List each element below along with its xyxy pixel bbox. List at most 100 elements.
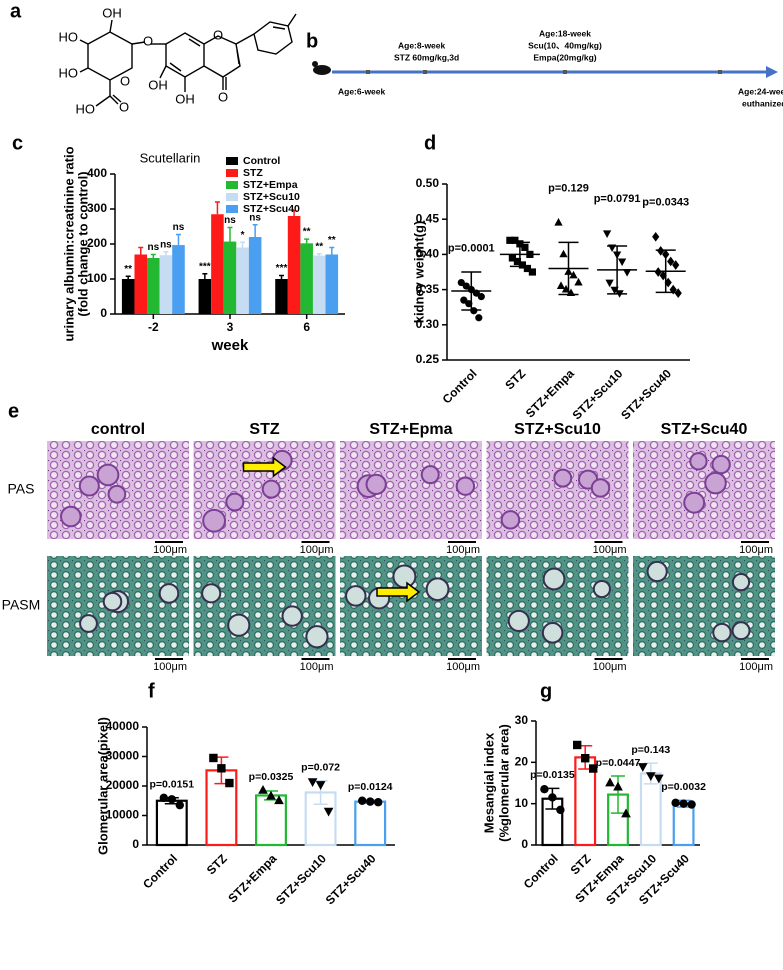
point	[559, 249, 568, 258]
timeline-detail: Scu(10、40mg/kg)	[528, 40, 602, 50]
point	[554, 218, 563, 226]
point	[637, 763, 648, 772]
significance-label: ns	[147, 242, 159, 253]
y-tick-label: 20000	[106, 778, 140, 792]
point	[540, 785, 549, 794]
error-bar	[240, 241, 246, 248]
point	[209, 753, 218, 763]
glomerulus	[731, 573, 751, 592]
x-tick-label: STZ+Scu10	[273, 851, 329, 907]
glomerulus	[78, 475, 100, 497]
glomerulus	[392, 564, 417, 589]
scale-bar-label: 100μm	[593, 544, 627, 556]
scale-bar-label: 100μm	[593, 661, 627, 673]
point	[548, 793, 557, 802]
atom-label: O	[119, 99, 129, 114]
point	[622, 269, 632, 277]
glomerulus	[507, 609, 530, 633]
glomerulus	[689, 452, 708, 471]
error-bar	[655, 249, 676, 294]
y-tick-label: 10000	[106, 808, 140, 822]
timeline-tick	[563, 70, 567, 74]
error-bar	[227, 226, 233, 242]
point	[167, 795, 176, 804]
timeline	[312, 61, 778, 78]
panel-label: f	[148, 680, 155, 702]
error-bar	[138, 246, 144, 255]
mouse-icon	[313, 65, 331, 75]
arrow	[242, 456, 287, 478]
glomerulus	[345, 585, 367, 607]
panel-label: e	[8, 400, 19, 422]
point	[366, 797, 375, 806]
legend-label: STZ+Scu10	[243, 191, 300, 203]
y-axis-label: (fold change to control)	[75, 171, 90, 316]
point	[462, 282, 470, 290]
p-value: p=0.129	[548, 183, 589, 195]
panel-label: a	[10, 0, 22, 22]
point	[674, 288, 682, 298]
glomerulus	[79, 614, 98, 633]
glomerulus	[107, 484, 127, 504]
significance-label: **	[124, 264, 132, 275]
y-tick-label: 0	[100, 306, 107, 320]
significance-label: **	[328, 235, 336, 246]
point	[556, 281, 566, 289]
bar	[672, 802, 695, 847]
scale-bar-label: 100μm	[446, 661, 480, 673]
glomerulus	[420, 465, 440, 485]
bar	[172, 245, 185, 314]
y-axis-label: urinary albumin:creatinine ratio	[61, 146, 76, 341]
x-axis-label: week	[211, 337, 249, 354]
x-tick-label: STZ+Scu10	[570, 366, 626, 422]
error-bar	[291, 210, 297, 216]
point	[475, 314, 483, 322]
significance-label: *	[241, 230, 245, 241]
y-tick-label: 0	[521, 837, 528, 851]
point	[217, 764, 226, 773]
error-bar	[252, 224, 258, 237]
glomerulus	[500, 510, 521, 530]
row-label: PASM	[2, 597, 41, 613]
glomerulus	[281, 605, 303, 627]
timeline-detail: STZ 60mg/kg,3d	[394, 52, 459, 62]
p-value: p=0.0135	[530, 769, 575, 781]
panel-label: b	[306, 30, 318, 52]
y-tick-label: 300	[87, 201, 107, 215]
y-tick-label: 0	[132, 837, 139, 851]
x-tick-label: -2	[148, 320, 159, 334]
x-tick-label: STZ	[204, 851, 230, 877]
atom-label: O	[120, 73, 130, 88]
glomerulus	[96, 463, 120, 487]
bar	[354, 800, 387, 847]
p-value: p=0.0124	[348, 781, 393, 793]
bar	[236, 247, 249, 314]
point	[175, 800, 184, 810]
significance-label: ***	[199, 261, 211, 272]
point	[687, 800, 696, 809]
bar	[300, 243, 313, 314]
histology-panel: control STZ STZ+Epma STZ+Scu10 STZ+Scu40 PAS 1…	[2, 421, 775, 673]
chart-title: Scutellarin	[140, 150, 201, 165]
glomerulus	[553, 468, 573, 488]
point	[621, 808, 631, 818]
y-axis-label: (%glomerular area)	[496, 724, 511, 842]
y-axis-label: Glomerular area(pixel)	[95, 717, 110, 855]
error-bar	[316, 253, 322, 256]
point	[602, 230, 612, 238]
p-value: p=0.0791	[594, 193, 641, 205]
y-tick-label: 200	[87, 236, 107, 250]
legend-label: STZ+Scu40	[243, 203, 300, 215]
point	[645, 772, 656, 782]
bar	[159, 255, 173, 314]
error-bar	[125, 275, 131, 279]
p-value: p=0.0325	[249, 771, 294, 783]
bar	[134, 254, 148, 314]
glomerulus	[425, 577, 450, 602]
scale-bar-label: 100μm	[446, 544, 480, 556]
bar	[325, 254, 339, 314]
column-label: STZ	[249, 421, 279, 438]
p-value: p=0.0151	[149, 779, 194, 791]
glomerulus	[590, 478, 611, 498]
